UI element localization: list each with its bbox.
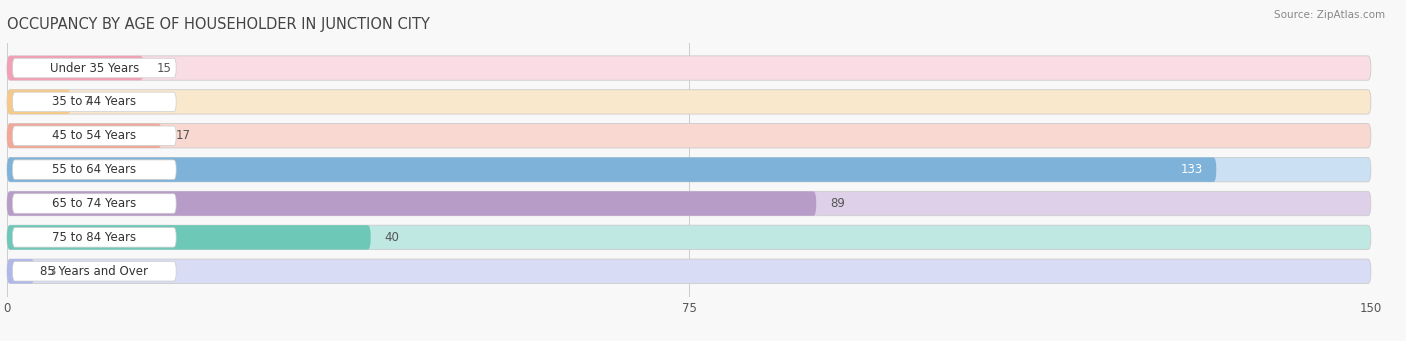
Text: 85 Years and Over: 85 Years and Over xyxy=(41,265,148,278)
Text: 7: 7 xyxy=(84,95,91,108)
Text: 75 to 84 Years: 75 to 84 Years xyxy=(52,231,136,244)
Text: 55 to 64 Years: 55 to 64 Years xyxy=(52,163,136,176)
Text: 3: 3 xyxy=(48,265,55,278)
Text: 89: 89 xyxy=(830,197,845,210)
Text: 40: 40 xyxy=(384,231,399,244)
FancyBboxPatch shape xyxy=(13,194,176,213)
FancyBboxPatch shape xyxy=(7,158,1216,182)
FancyBboxPatch shape xyxy=(7,90,70,114)
Text: 133: 133 xyxy=(1181,163,1202,176)
FancyBboxPatch shape xyxy=(7,191,817,216)
FancyBboxPatch shape xyxy=(7,259,34,283)
FancyBboxPatch shape xyxy=(13,228,176,247)
FancyBboxPatch shape xyxy=(7,259,1371,283)
Text: 15: 15 xyxy=(157,61,172,75)
FancyBboxPatch shape xyxy=(7,123,1371,148)
FancyBboxPatch shape xyxy=(13,92,176,112)
FancyBboxPatch shape xyxy=(7,56,143,80)
Text: Under 35 Years: Under 35 Years xyxy=(49,61,139,75)
FancyBboxPatch shape xyxy=(13,126,176,146)
Text: 45 to 54 Years: 45 to 54 Years xyxy=(52,129,136,142)
Text: OCCUPANCY BY AGE OF HOUSEHOLDER IN JUNCTION CITY: OCCUPANCY BY AGE OF HOUSEHOLDER IN JUNCT… xyxy=(7,17,430,32)
FancyBboxPatch shape xyxy=(7,225,371,250)
FancyBboxPatch shape xyxy=(7,56,1371,80)
Text: 65 to 74 Years: 65 to 74 Years xyxy=(52,197,136,210)
FancyBboxPatch shape xyxy=(7,191,1371,216)
Text: 35 to 44 Years: 35 to 44 Years xyxy=(52,95,136,108)
FancyBboxPatch shape xyxy=(13,160,176,179)
FancyBboxPatch shape xyxy=(13,262,176,281)
FancyBboxPatch shape xyxy=(13,58,176,78)
FancyBboxPatch shape xyxy=(7,225,1371,250)
FancyBboxPatch shape xyxy=(7,123,162,148)
FancyBboxPatch shape xyxy=(7,90,1371,114)
Text: Source: ZipAtlas.com: Source: ZipAtlas.com xyxy=(1274,10,1385,20)
Text: 17: 17 xyxy=(176,129,190,142)
FancyBboxPatch shape xyxy=(7,158,1371,182)
